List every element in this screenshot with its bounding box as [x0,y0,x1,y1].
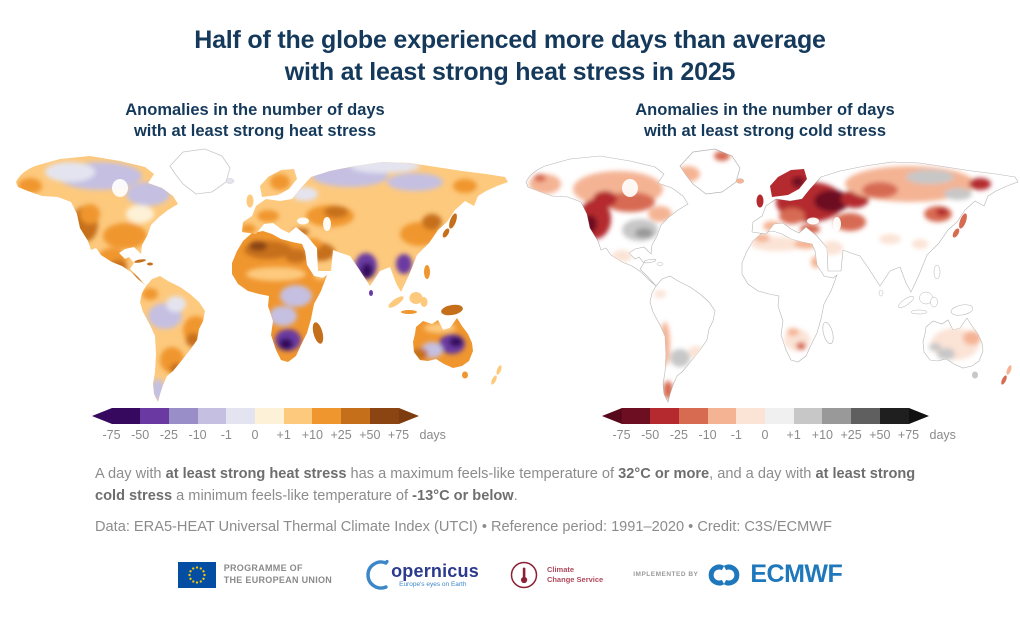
colorbar-tick-label: +1 [786,428,801,442]
page-title-line1: Half of the globe experienced more days … [194,26,826,54]
logo-row: PROGRAMME OF THE EUROPEAN UNION opernicu… [0,557,1020,593]
colorbar-segment [736,408,766,424]
colorbar-segment [255,408,284,424]
colorbar-tick-label: +75 [387,428,410,442]
colorbar-segment [822,408,852,424]
colorbar-tick-label: 0 [761,428,769,442]
colorbar-unit-label: days [419,428,446,442]
colorbar-heat-right-arrow [398,408,419,424]
climate-change-service-logo: Climate Change Service [509,560,603,590]
map-panels: Anomalies in the number of days with at … [0,100,1020,444]
colorbar-cold-ticks: -75 -50 -25 -10 -1 0 +1 +10 +25 +50 +75 days [612,428,955,444]
colorbar-segment [879,408,909,424]
colorbar-tick-label: -10 [698,428,717,442]
colorbar-tick-label: -50 [131,428,150,442]
colorbar-segment [283,408,313,424]
colorbar-cold [510,408,1020,424]
colorbar-tick-label: -75 [102,428,121,442]
colorbar-heat-segments [111,408,399,424]
colorbar-tick-label: +10 [301,428,323,442]
colorbar-segment [111,408,141,424]
colorbar-unit-label: days [929,428,956,442]
world-map-cold-anomalies [510,144,1020,406]
cold-panel-subtitle: Anomalies in the number of days with at … [635,101,895,141]
colorbar-segment [312,408,342,424]
colorbar-tick-label: -25 [159,428,178,442]
colorbar-segment [341,408,370,424]
colorbar-tick-label: -1 [730,428,742,442]
page-title: Half of the globe experienced more days … [0,0,1020,88]
colorbar-cold-left-arrow [601,408,622,424]
colorbar-tick-label: +25 [840,428,862,442]
colorbar-segment [678,408,708,424]
colorbar-tick-label: -25 [669,428,688,442]
data-credit-line: Data: ERA5-HEAT Universal Thermal Climat… [95,518,832,535]
heat-panel-subtitle: Anomalies in the number of days with at … [125,101,385,141]
colorbar-segment [226,408,256,424]
definition-footnote: A day with at least strong heat stress h… [95,466,916,504]
colorbar-segment [707,408,737,424]
colorbar-tick-label: +25 [330,428,352,442]
copernicus-tagline: Europe's eyes on Earth [399,581,467,589]
colorbar-tick-label: -75 [612,428,631,442]
copernicus-wordmark: opernicus [391,561,479,582]
colorbar-cold-segments [621,408,909,424]
panel-cold-stress: Anomalies in the number of days with at … [510,100,1020,444]
colorbar-segment [197,408,227,424]
eu-programme-logo: PROGRAMME OF THE EUROPEAN UNION [177,561,333,588]
copernicus-logo: opernicus Europe's eyes on Earth [362,557,479,593]
colorbar-tick-label: 0 [251,428,259,442]
colorbar-tick-label: -10 [188,428,207,442]
ecmwf-logo: IMPLEMENTED BY ECMWF [633,560,843,589]
panel-heat-stress: Anomalies in the number of days with at … [0,100,510,444]
colorbar-heat [0,408,510,424]
colorbar-segment [140,408,169,424]
colorbar-segment [851,408,880,424]
colorbar-tick-label: +50 [359,428,381,442]
world-map-heat-anomalies [0,144,510,406]
colorbar-segment [650,408,679,424]
colorbar-segment [765,408,794,424]
colorbar-segment [621,408,651,424]
colorbar-tick-label: -1 [220,428,232,442]
climate-change-service-label: Climate Change Service [546,564,604,584]
colorbar-tick-label: +10 [811,428,833,442]
eu-flag-icon [177,561,216,588]
copernicus-c-swoosh-icon [366,559,389,590]
thermometer-circle-icon [510,561,538,589]
implemented-by-label: IMPLEMENTED BY [633,571,699,579]
page-title-line2: with at least strong heat stress in 2025 [284,58,736,86]
colorbar-segment [369,408,399,424]
colorbar-segment [793,408,823,424]
ecmwf-wordmark: ECMWF [750,560,843,589]
eu-programme-label: PROGRAMME OF THE EUROPEAN UNION [223,563,333,585]
colorbar-heat-ticks: -75 -50 -25 -10 -1 0 +1 +10 +25 +50 +75 days [102,428,445,444]
colorbar-segment [168,408,198,424]
colorbar-tick-label: +75 [897,428,920,442]
colorbar-tick-label: +50 [869,428,891,442]
colorbar-tick-label: -50 [641,428,660,442]
ecmwf-globe-icon [709,564,740,586]
colorbar-cold-right-arrow [908,408,929,424]
colorbar-heat-left-arrow [91,408,112,424]
colorbar-tick-label: +1 [276,428,291,442]
